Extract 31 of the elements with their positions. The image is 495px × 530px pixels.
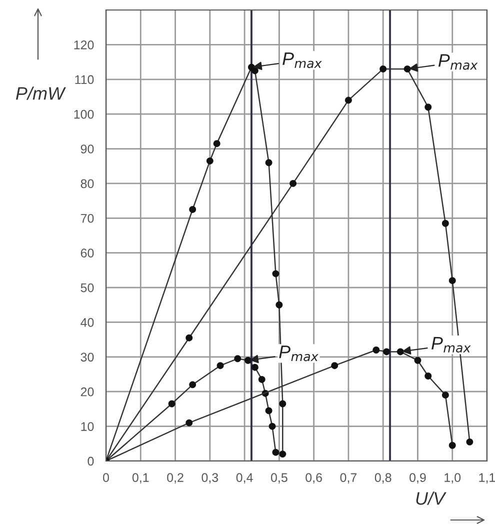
x-tick-label: 1,1 — [479, 473, 495, 484]
y-tick-label: 40 — [80, 318, 94, 327]
y-tick-label: 10 — [81, 422, 94, 431]
y-tick-label: 120 — [74, 40, 94, 50]
x-tick-label: 0,2 — [167, 473, 184, 484]
y-tick-label: 70 — [80, 214, 94, 223]
x-tick-label: 0,3 — [202, 473, 218, 484]
annotation: P$_{max}$ — [282, 52, 322, 68]
y-tick-label: 110 — [75, 75, 94, 84]
x-tick-label: 0,7 — [340, 473, 357, 484]
x-tick-label: 0,1 — [132, 473, 149, 484]
annotation: P$_{max}$ — [438, 54, 478, 70]
y-tick-label: 90 — [80, 144, 94, 154]
x-axis-title: U/V — [416, 492, 446, 505]
y-tick-label: 20 — [80, 387, 94, 396]
y-tick-label: 30 — [80, 352, 94, 362]
annotation: P$_{max}$ — [432, 336, 471, 353]
x-tick-label: 0 — [103, 473, 109, 482]
y-tick-label: 100 — [74, 110, 94, 119]
x-tick-label: 0,4 — [236, 473, 253, 484]
x-tick-label: 0,6 — [306, 473, 322, 484]
y-tick-label: 60 — [80, 248, 94, 258]
x-tick-label: 0,8 — [374, 473, 392, 484]
y-tick-label: 80 — [80, 179, 94, 188]
y-axis-title: P/mW — [16, 86, 66, 100]
x-tick-label: 0,9 — [410, 473, 426, 484]
y-tick-label: 50 — [80, 283, 94, 292]
x-tick-label: 1,0 — [444, 473, 461, 484]
annotation: P$_{max}$ — [279, 346, 318, 362]
x-tick-label: 0,5 — [270, 473, 288, 484]
y-tick-label: 0 — [88, 456, 94, 466]
